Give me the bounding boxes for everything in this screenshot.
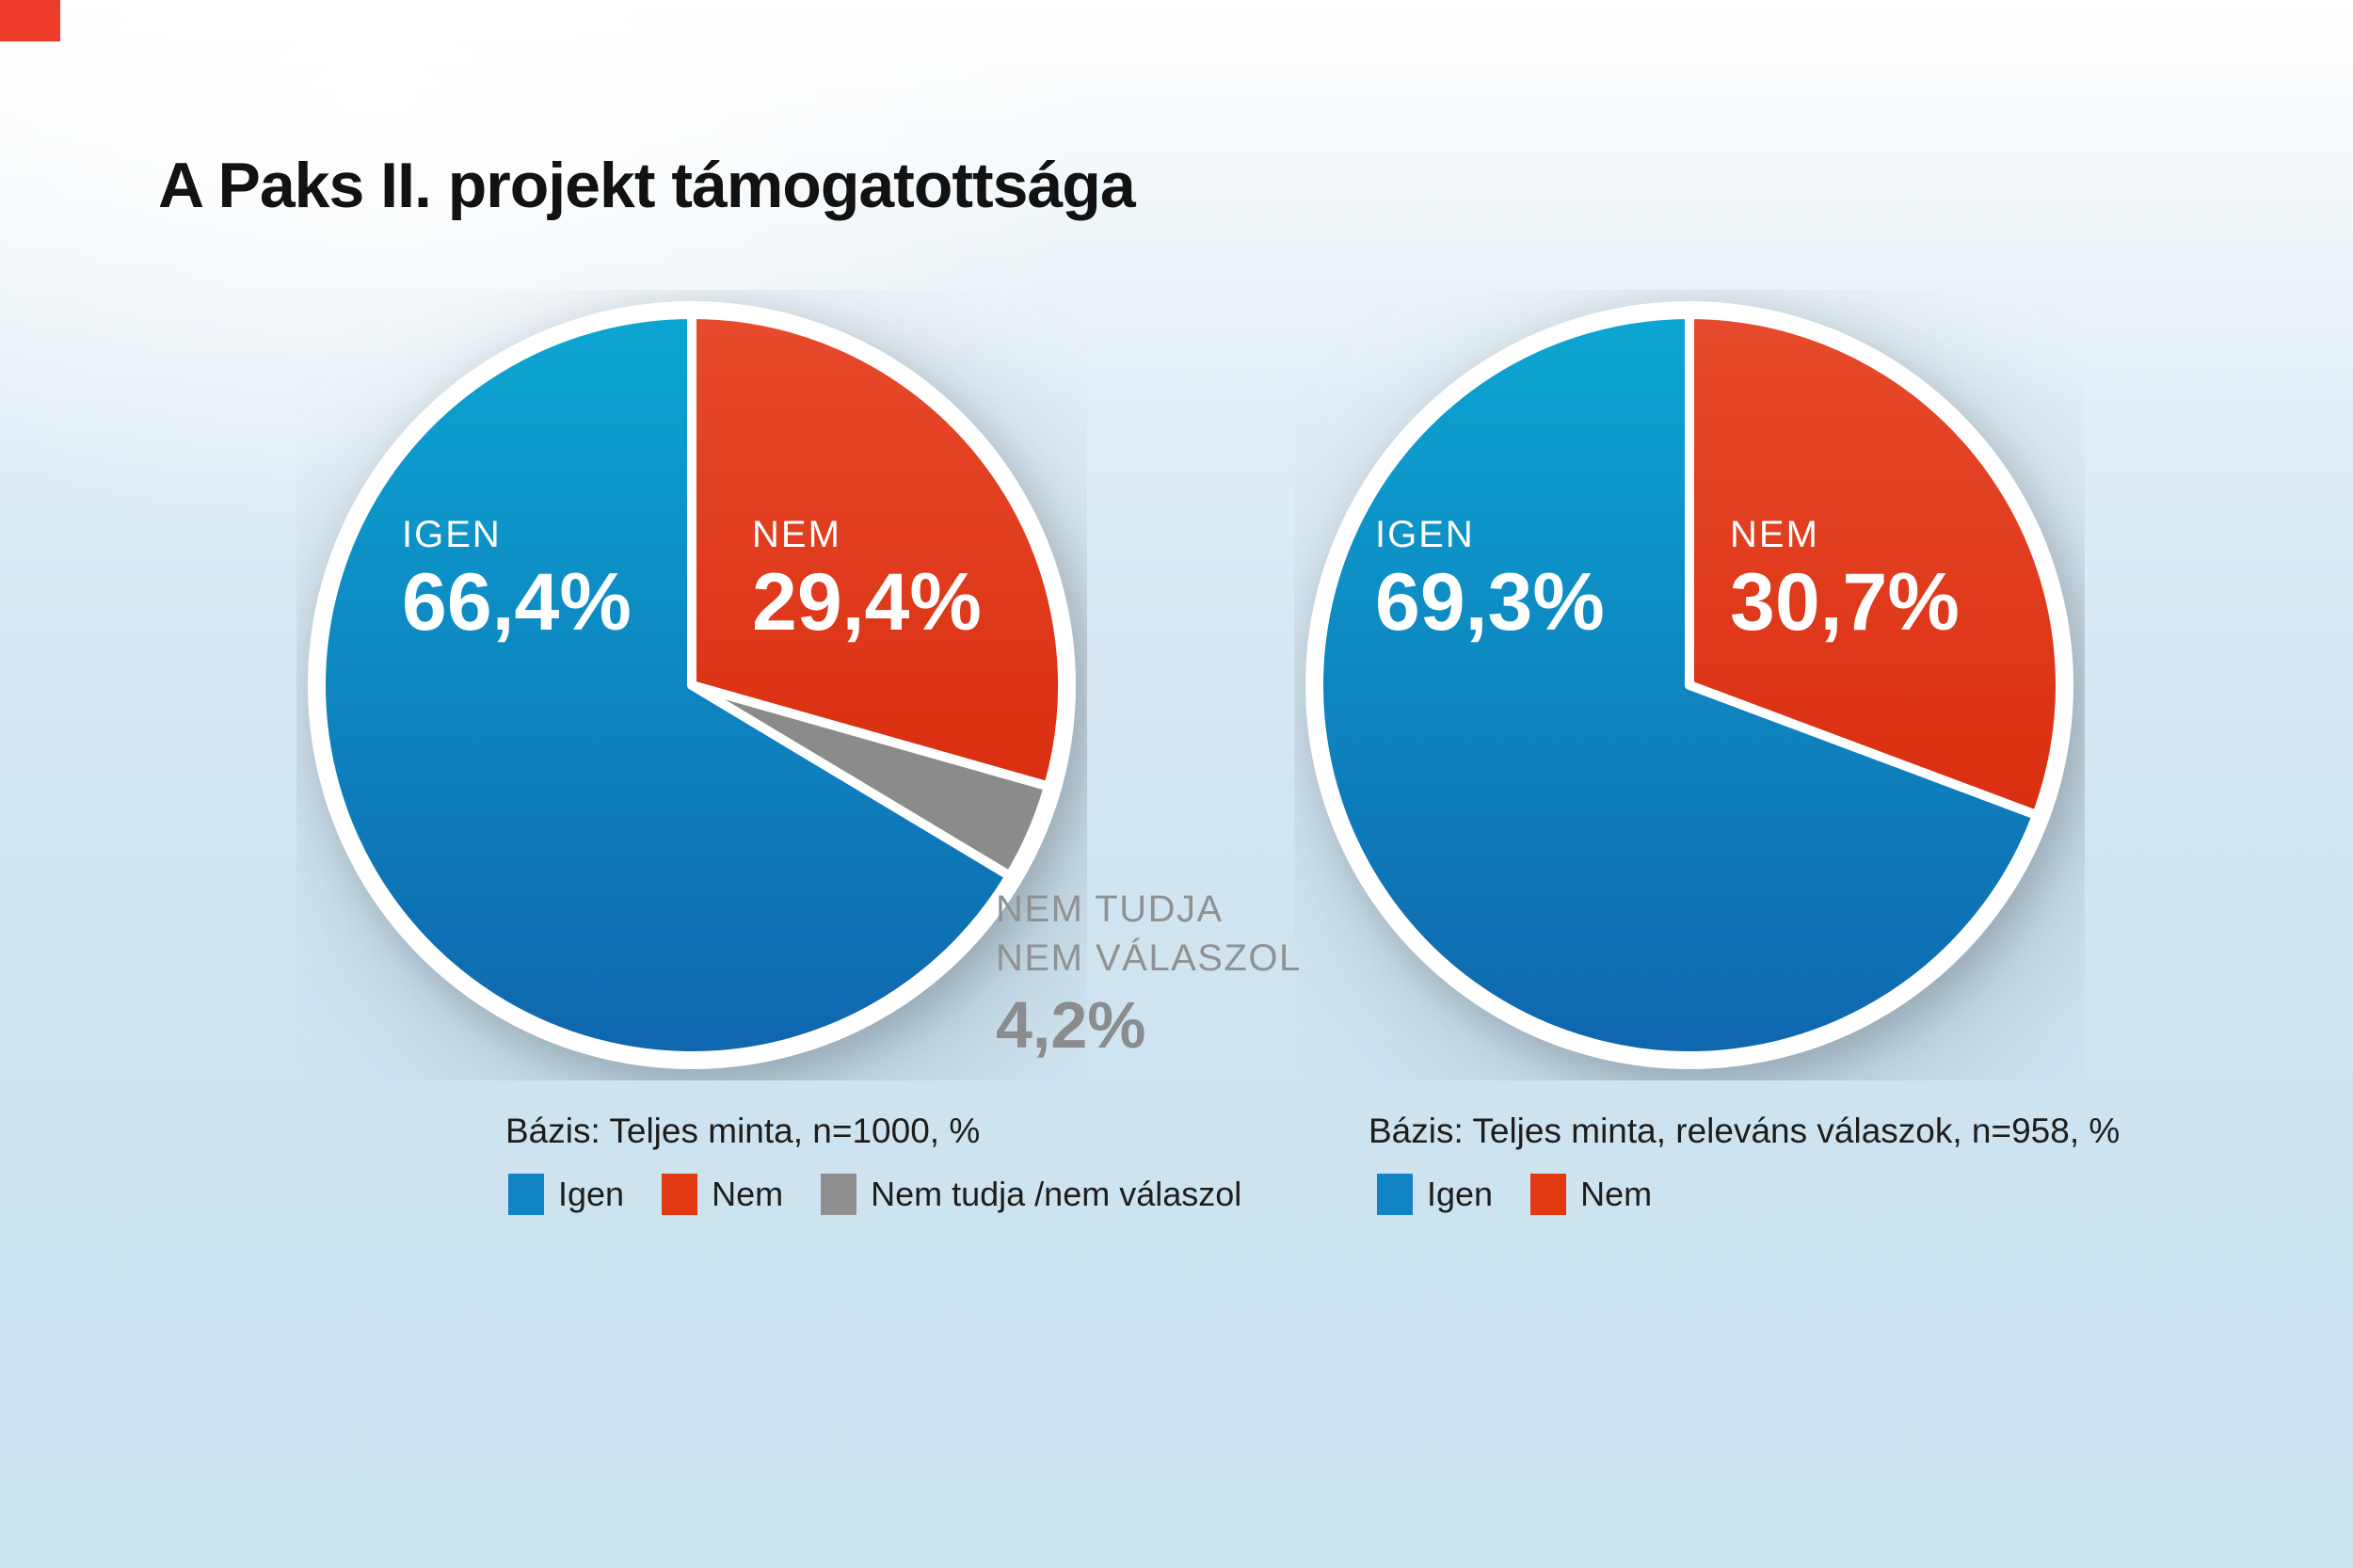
pie-chart-total-sample <box>308 301 1076 1069</box>
slice-label: NEM <box>752 514 841 555</box>
legend-label: Igen <box>1427 1175 1494 1213</box>
legend-item-igen: Igen <box>508 1174 624 1215</box>
legend-item-nem: Nem <box>662 1174 783 1215</box>
legend-swatch-nem <box>1530 1174 1567 1215</box>
legend-swatch-nem-tudja <box>821 1174 857 1215</box>
callout-nem-left: NEM 29,4% <box>752 514 982 648</box>
legend-right: Igen Nem <box>1377 1174 1652 1215</box>
slice-label: NEM <box>1730 514 1819 555</box>
legend-label: Nem <box>712 1175 784 1213</box>
slice-label: IGEN <box>1375 514 1475 555</box>
legend-item-igen: Igen <box>1377 1174 1493 1215</box>
callout-igen-right: IGEN 69,3% <box>1375 514 1605 648</box>
slice-label: IGEN <box>402 514 502 555</box>
callout-nem-tudja: NEM TUDJA NEM VÁLASZOL 4,2% <box>996 885 1302 1062</box>
base-note-right: Bázis: Teljes minta, releváns válaszok, … <box>1369 1112 2121 1150</box>
pie-slice-nem <box>687 310 1067 792</box>
brand-corner-mark <box>0 0 60 41</box>
pie-slice-nem <box>1685 310 2065 821</box>
slice-value: 30,7% <box>1730 557 1960 648</box>
pie-slice-igen <box>1314 310 2041 1061</box>
pie-chart-relevant-answers <box>1305 301 2073 1069</box>
legend-swatch-nem <box>662 1174 698 1215</box>
legend-left: Igen Nem Nem tudja /nem válaszol <box>508 1174 1241 1215</box>
legend-swatch-igen <box>508 1174 544 1215</box>
slice-label-line2: NEM VÁLASZOL <box>996 937 1302 979</box>
legend-swatch-igen <box>1377 1174 1413 1215</box>
pie-slice-igen <box>316 310 1015 1061</box>
legend-item-nem-tudja: Nem tudja /nem válaszol <box>821 1174 1241 1215</box>
legend-label: Nem tudja /nem válaszol <box>871 1175 1242 1213</box>
legend-label: Nem <box>1580 1175 1653 1213</box>
slice-value: 69,3% <box>1375 557 1605 648</box>
page-title: A Paks II. projekt támogatottsága <box>158 149 1136 221</box>
slice-label-line1: NEM TUDJA <box>996 888 1224 930</box>
callout-igen-left: IGEN 66,4% <box>402 514 632 648</box>
slices <box>316 310 1067 1061</box>
callout-nem-right: NEM 30,7% <box>1730 514 1960 648</box>
slice-value: 66,4% <box>402 557 632 648</box>
legend-label: Igen <box>558 1175 625 1213</box>
slice-value: 29,4% <box>752 557 982 648</box>
slices <box>1314 310 2065 1061</box>
slice-value: 4,2% <box>996 988 1146 1062</box>
legend-item-nem: Nem <box>1530 1174 1652 1215</box>
base-note-left: Bázis: Teljes minta, n=1000, % <box>505 1112 981 1150</box>
